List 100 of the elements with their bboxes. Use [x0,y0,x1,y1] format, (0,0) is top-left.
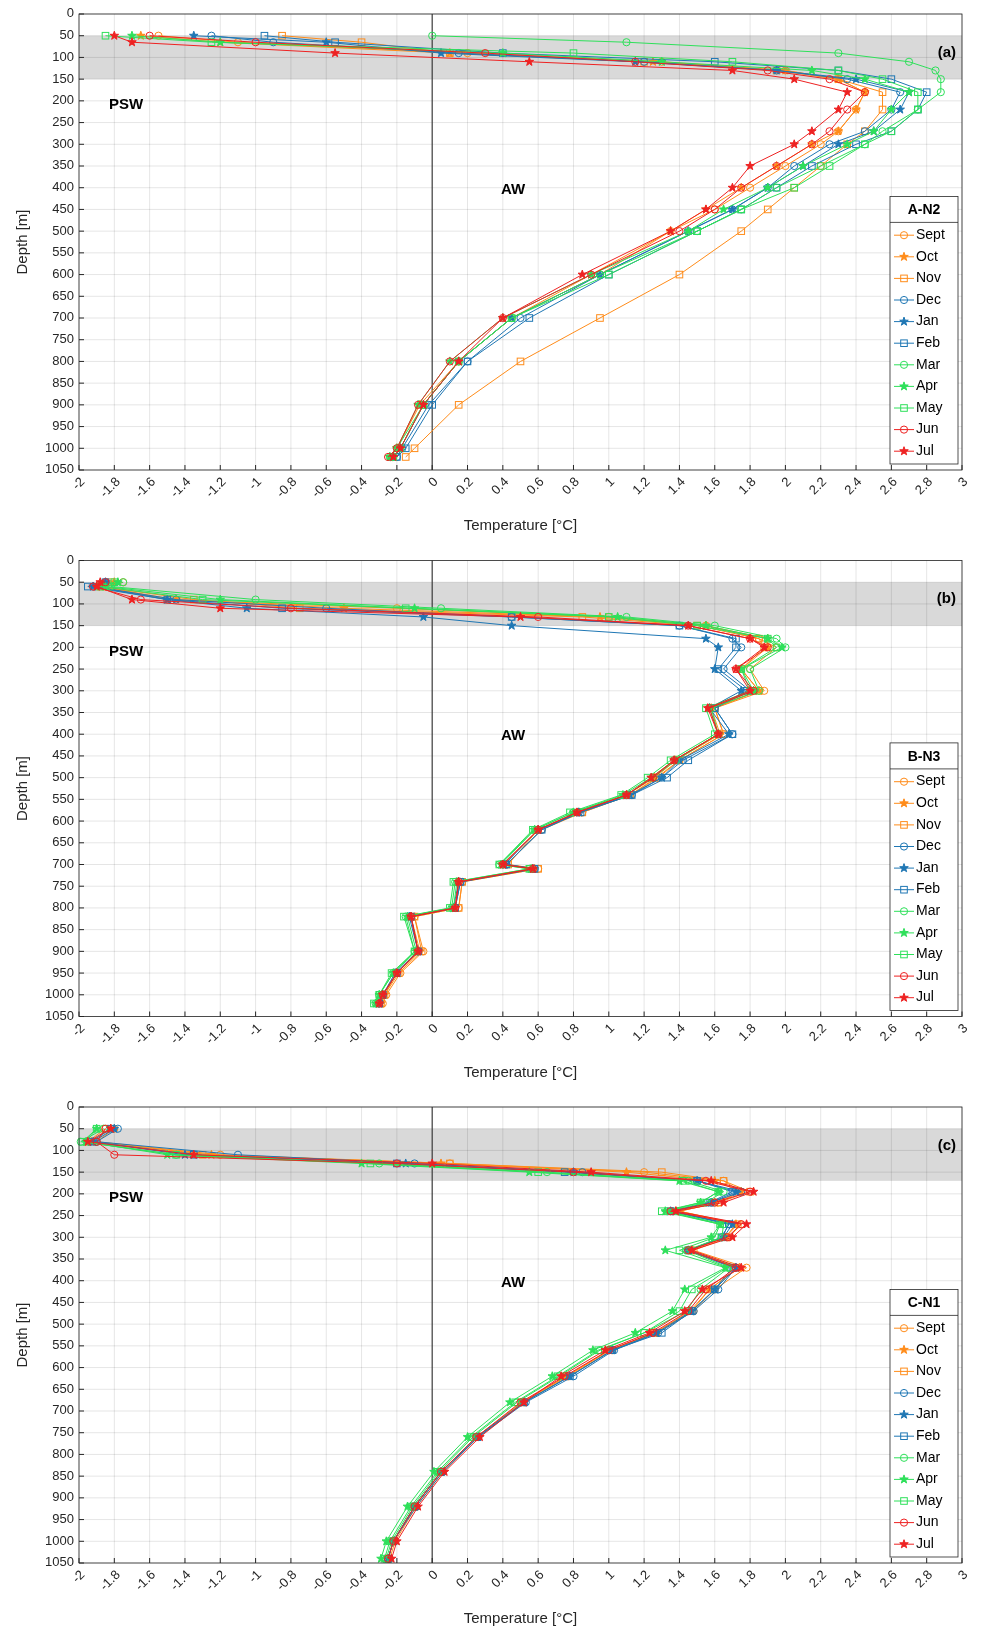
x-tick-label: 0 [425,1020,441,1037]
legend-label: Jun [916,420,939,437]
legend-label: Apr [916,923,939,940]
x-tick-label: -1.6 [131,1566,159,1594]
x-tick-label: -0.8 [273,1566,300,1594]
x-tick-label: -0.6 [308,1020,335,1047]
x-tick-label: 0.4 [488,1020,512,1044]
x-tick-label: 0.8 [558,1020,583,1044]
legend-title: A-N2 [907,201,941,218]
legend-label: Mar [916,1448,941,1465]
x-tick-label: 2.2 [805,473,830,498]
y-tick-label: 50 [59,573,74,589]
y-tick-label: 900 [52,396,74,412]
x-tick-label: -1 [245,1566,265,1586]
x-axis-title: Temperature [°C] [463,516,578,533]
y-tick-label: 800 [52,1445,74,1461]
y-tick-label: 550 [52,244,74,260]
y-tick-label: 250 [52,1207,74,1223]
x-tick-label: -0.2 [378,1566,406,1594]
x-tick-label: -0.2 [378,1020,406,1047]
legend-label: May [916,398,943,415]
y-tick-label: 750 [52,331,74,347]
y-tick-label: 800 [52,899,74,915]
x-tick-label: 0.8 [558,473,583,498]
y-tick-label: 650 [52,287,74,303]
x-tick-label: 1.6 [699,1566,724,1591]
y-tick-label: 700 [52,855,74,871]
legend-label: Oct [916,794,938,810]
y-tick-label: 850 [52,1467,74,1483]
y-tick-label: 150 [52,1163,74,1179]
x-tick-label: -1.4 [167,1566,194,1594]
y-tick-label: 850 [52,374,74,390]
y-tick-label: 1000 [45,1532,74,1548]
x-tick-label: -1 [245,473,265,493]
x-tick-label: 0.2 [452,1566,477,1591]
y-tick-label: 0 [66,1098,74,1114]
legend-label: May [916,945,943,962]
y-tick-label: 0 [66,551,74,567]
y-tick-label: 350 [52,1250,74,1266]
legend-label: Apr [916,377,939,394]
legend-label: Feb [916,880,941,897]
y-tick-label: 200 [52,1185,74,1201]
x-tick-label: 1.2 [629,473,653,498]
y-tick-label: 500 [52,1315,74,1331]
annotation: (c) [937,1135,956,1153]
x-tick-label: 1.6 [699,473,724,498]
x-tick-label: -1.8 [96,473,123,501]
y-tick-label: 1000 [45,439,74,455]
x-tick-label: 2.8 [911,473,936,498]
x-tick-label: -1.6 [131,1020,159,1047]
x-axis-title: Temperature [°C] [463,1609,578,1626]
x-tick-label: 2.2 [805,1566,830,1591]
x-tick-label: 2.2 [805,1020,830,1044]
x-tick-label: 1 [601,473,618,490]
x-tick-label: -0.8 [273,1020,300,1047]
x-tick-label: -0.4 [343,473,371,501]
x-axis-title: Temperature [°C] [463,1062,578,1080]
x-tick-label: 0.6 [523,473,547,498]
x-tick-label: -0.4 [343,1020,371,1047]
annotation: AW [501,179,527,197]
x-tick-label: 0 [425,473,441,490]
y-axis-title: Depth [m] [13,209,30,275]
legend-label: Feb [916,333,941,350]
legend-label: Dec [916,290,941,307]
y-tick-label: 100 [52,48,74,64]
legend-label: Mar [916,355,941,372]
y-tick-label: 100 [52,595,74,611]
x-tick-label: 1.8 [735,473,759,498]
y-tick-label: 0 [66,5,74,21]
x-tick-label: 3 [954,1020,971,1037]
x-tick-label: 3 [954,473,971,490]
y-tick-label: 600 [52,1359,74,1375]
x-tick-label: 1.4 [664,473,688,498]
x-tick-label: 1.8 [735,1020,759,1044]
legend-label: Feb [916,1426,941,1443]
legend-label: Sept [916,772,945,789]
y-tick-label: 200 [52,92,74,108]
y-tick-label: 350 [52,157,74,173]
y-tick-label: 700 [52,309,74,325]
legend-label: Jan [916,312,939,329]
x-tick-label: 1.4 [664,1566,688,1591]
x-tick-label: -2 [68,1020,88,1040]
legend-label: Dec [916,1383,941,1400]
x-tick-label: 1.2 [629,1566,653,1591]
legend-label: Sept [916,1318,945,1335]
x-tick-label: 2 [778,1566,794,1583]
legend-label: Oct [916,247,938,264]
y-tick-label: 400 [52,725,74,741]
y-tick-label: 100 [52,1141,74,1157]
annotation: (b) [936,589,956,607]
y-tick-label: 600 [52,266,74,282]
y-tick-label: 400 [52,179,74,195]
y-tick-label: 400 [52,1272,74,1288]
x-tick-label: -1.8 [96,1020,123,1047]
x-tick-label: 2 [778,1020,794,1037]
x-tick-label: 2.6 [876,1020,900,1044]
x-tick-label: -1.2 [202,1020,229,1047]
x-tick-label: 0.2 [452,1020,477,1044]
x-tick-label: 0.4 [488,473,512,498]
x-tick-label: 1.6 [699,1020,724,1044]
